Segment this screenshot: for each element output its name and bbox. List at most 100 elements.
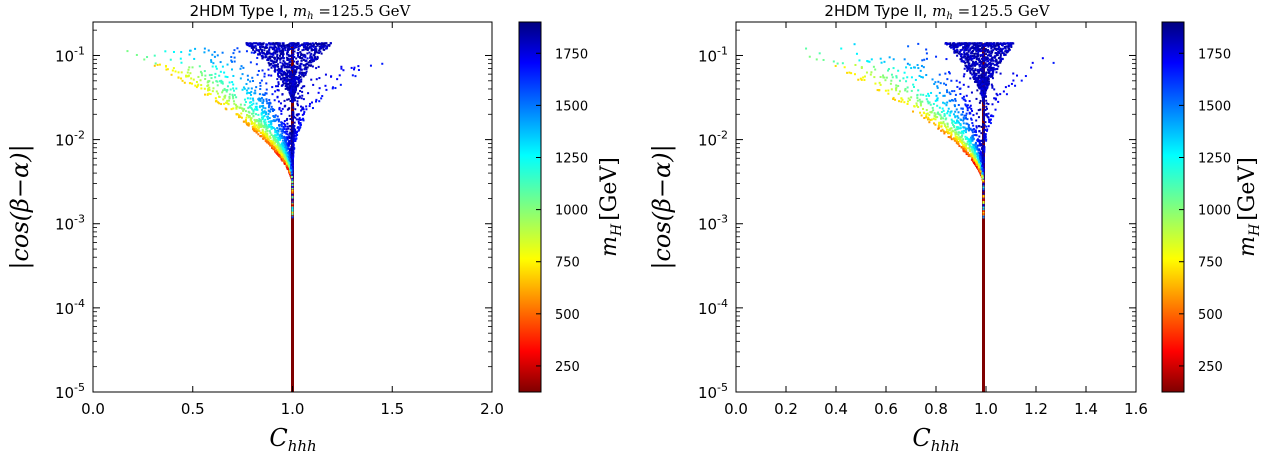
data-point [282,44,285,47]
data-point [271,46,274,49]
data-point [287,87,290,90]
data-point [244,118,247,121]
data-point [968,143,971,146]
data-point [291,215,294,218]
data-point [276,152,279,155]
data-point [286,166,289,169]
data-point [260,112,263,115]
data-point [890,88,893,91]
data-point [279,146,282,149]
data-point [232,97,235,100]
data-point [291,111,294,114]
data-point [903,101,906,104]
data-point [277,148,280,151]
data-point [252,127,255,130]
data-point [197,83,200,86]
data-point [324,73,327,76]
data-point [282,154,285,157]
data-point [291,173,294,176]
data-point [287,53,290,56]
data-point [267,106,270,109]
data-point [271,109,274,112]
data-point [262,110,265,113]
data-point [985,139,988,142]
data-point [298,122,301,125]
data-point [281,62,284,65]
data-point [860,78,863,81]
data-point [300,54,303,57]
data-point [985,102,988,105]
data-point [945,83,948,86]
data-point [882,76,885,79]
data-point [290,148,293,151]
data-point [945,126,948,129]
data-point [281,54,284,57]
data-point [291,130,294,133]
data-point [907,100,910,103]
data-point [286,117,289,120]
data-point [208,86,211,89]
data-point [233,94,236,97]
data-point [948,72,951,75]
data-point [301,90,304,93]
data-point [1031,61,1034,64]
data-point [277,83,280,86]
data-point [863,79,866,82]
data-point [308,61,311,64]
data-point [262,125,265,128]
data-point [971,147,974,150]
data-point [274,68,277,71]
data-point [290,86,293,89]
data-point [285,128,288,131]
data-point [299,44,302,47]
data-point [285,151,288,154]
data-point [278,47,281,50]
data-point [289,142,292,145]
data-point [959,127,962,130]
data-point [271,86,274,89]
data-point [958,136,961,139]
data-point [295,132,298,135]
data-point [258,97,261,100]
data-point [259,81,262,84]
data-point [308,51,311,54]
data-point [970,145,973,148]
data-point [262,104,265,107]
data-point [292,106,295,109]
data-point [288,153,291,156]
data-point [283,140,286,143]
data-point [304,73,307,76]
data-point [300,87,303,90]
data-point [956,128,959,131]
data-point [274,114,277,117]
data-point [916,96,919,99]
data-point [269,42,272,45]
data-point [271,146,274,149]
data-point [246,123,249,126]
data-point [279,61,282,64]
data-point [870,71,873,74]
data-point [956,115,959,118]
data-point [283,45,286,48]
data-point [966,127,969,130]
data-point [291,198,294,201]
data-point [266,115,269,118]
data-point [214,65,217,68]
data-point [908,63,911,66]
data-point [231,93,234,96]
data-point [249,97,252,100]
data-point [316,51,319,54]
data-point [270,105,273,108]
data-point [983,132,986,135]
data-point [193,57,196,60]
data-point [315,49,318,52]
data-point [279,148,282,151]
colorbar-tick-label: 750 [555,256,580,271]
data-point [260,120,263,123]
data-point [304,43,307,46]
data-point [1041,57,1044,60]
data-point [291,154,294,157]
data-point [325,88,328,91]
data-point [283,128,286,131]
data-point [885,76,888,79]
